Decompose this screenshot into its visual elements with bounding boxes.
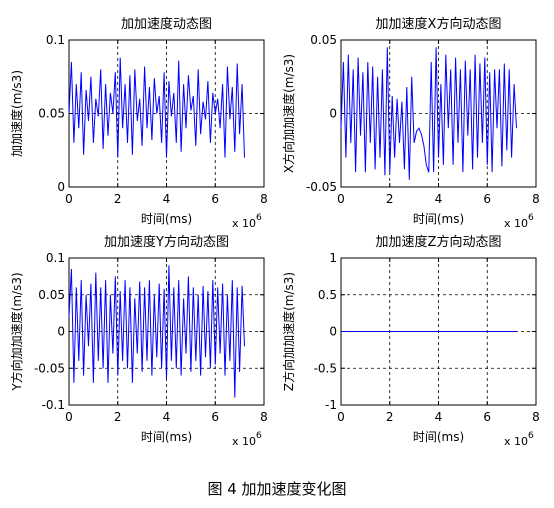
x-tick-label: 6 [483,410,491,424]
y-tick-label: -0.05 [34,361,65,375]
y-tick-label: 1 [329,251,337,265]
x-tick-label: 6 [211,410,219,424]
x-tick-label: 0 [65,410,73,424]
x-tick-label: 0 [65,192,73,206]
x-tick-label: 8 [260,410,268,424]
y-tick-label: 0 [329,107,337,121]
chart-title: 加加速度动态图 [121,16,212,32]
x-exponent-label: x 10 [232,435,256,448]
y-tick-label: 0.5 [318,288,337,302]
x-tick-label: 4 [163,410,171,424]
x-tick-label: 4 [435,410,443,424]
y-tick-label: -1 [325,398,337,412]
y-axis-label: Y方向加加速度(m/s3) [9,272,24,391]
y-tick-label: -0.1 [42,398,65,412]
series-line [68,57,245,158]
x-tick-label: 4 [163,192,171,206]
x-exponent-label: x 10 [504,435,528,448]
x-exponent-power: 6 [256,213,262,223]
y-axis-label: Z方向加加速度(m/s3) [281,272,296,391]
x-tick-label: 6 [211,192,219,206]
x-tick-label: 8 [260,192,268,206]
y-axis-label: 加加速度(m/s3) [9,70,24,157]
x-tick-label: 6 [483,192,491,206]
x-axis-label: 时间(ms) [141,212,192,226]
x-axis-label: 时间(ms) [413,212,464,226]
x-exponent-power: 6 [528,431,534,441]
y-tick-label: 0 [57,180,65,194]
chart-title: 加加速度Z方向动态图 [376,234,502,250]
x-tick-label: 0 [337,192,345,206]
y-axis-label: X方向加加速度(m/s3) [281,54,296,173]
x-tick-label: 2 [386,410,394,424]
y-tick-label: 0.1 [46,251,65,265]
x-tick-label: 2 [386,192,394,206]
x-axis-label: 时间(ms) [413,430,464,444]
x-tick-label: 8 [532,410,540,424]
x-exponent-label: x 10 [504,217,528,230]
x-exponent-power: 6 [256,431,262,441]
x-tick-label: 0 [337,410,345,424]
y-tick-label: 0.05 [38,288,65,302]
chart-title: 加加速度Y方向动态图 [104,234,229,250]
x-tick-label: 2 [114,192,122,206]
y-tick-label: -0.05 [306,180,337,194]
x-axis-label: 时间(ms) [141,430,192,444]
y-tick-label: 0 [329,325,337,339]
y-tick-label: -0.5 [314,361,337,375]
y-tick-label: 0.1 [46,33,65,47]
y-tick-label: 0.05 [38,107,65,121]
series-line [340,47,517,180]
x-tick-label: 8 [532,192,540,206]
series-line [68,265,245,398]
figure-caption: 图 4 加加速度变化图 [207,480,347,498]
chart-title: 加加速度X方向动态图 [376,16,502,32]
x-tick-label: 4 [435,192,443,206]
y-tick-label: 0 [57,325,65,339]
x-exponent-power: 6 [528,213,534,223]
x-exponent-label: x 10 [232,217,256,230]
y-tick-label: 0.05 [310,33,337,47]
x-tick-label: 2 [114,410,122,424]
